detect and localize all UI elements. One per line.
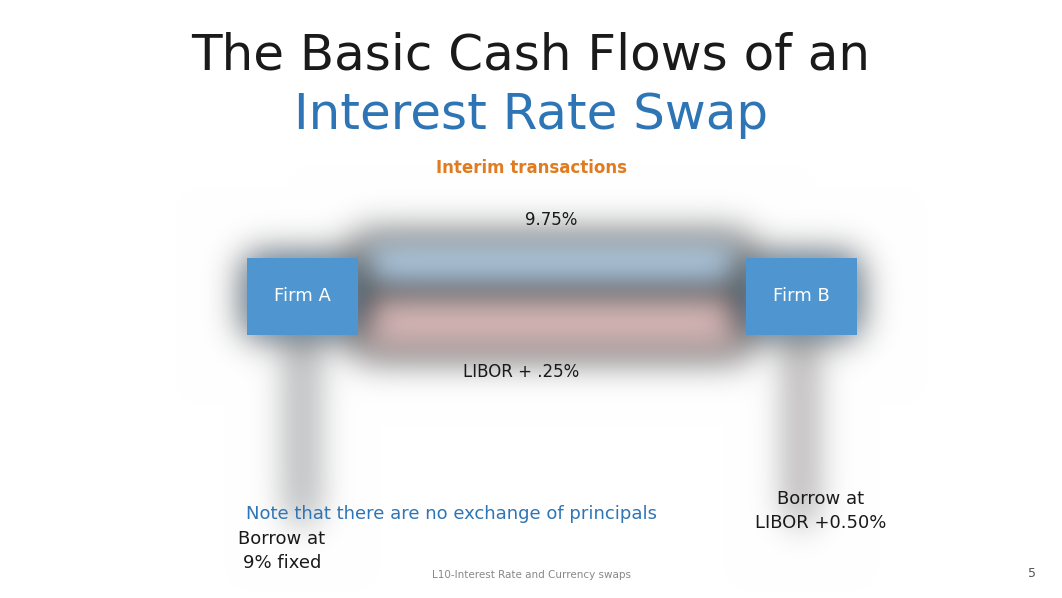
Text: Note that there are no exchange of principals: Note that there are no exchange of princ…: [245, 505, 656, 523]
Text: Interest Rate Swap: Interest Rate Swap: [294, 91, 768, 139]
Text: 5: 5: [1028, 567, 1037, 580]
Text: 9.75%: 9.75%: [526, 211, 578, 229]
Text: Borrow at
LIBOR +0.50%: Borrow at LIBOR +0.50%: [755, 490, 887, 532]
FancyBboxPatch shape: [746, 258, 857, 335]
Text: Borrow at
9% fixed: Borrow at 9% fixed: [239, 530, 326, 572]
Text: The Basic Cash Flows of an: The Basic Cash Flows of an: [191, 31, 871, 79]
Text: Firm B: Firm B: [773, 287, 829, 305]
Text: Interim transactions: Interim transactions: [435, 159, 627, 177]
Text: Firm A: Firm A: [274, 287, 330, 305]
Text: LIBOR + .25%: LIBOR + .25%: [463, 363, 580, 381]
FancyBboxPatch shape: [247, 258, 358, 335]
Text: L10-Interest Rate and Currency swaps: L10-Interest Rate and Currency swaps: [431, 570, 631, 580]
